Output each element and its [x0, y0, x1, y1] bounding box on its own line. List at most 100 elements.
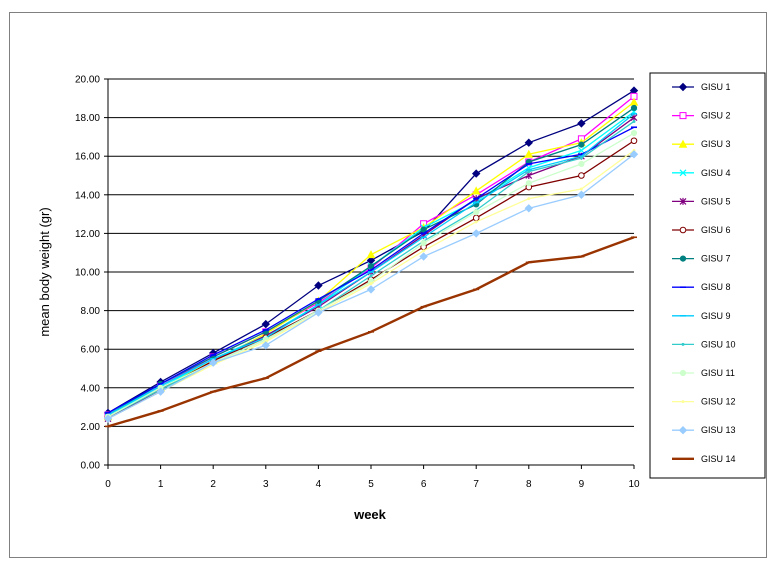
ticks-layer: 0.00 2.00 4.00 6.00 8.00 10.00 12.00 14.00 16.00…	[75, 75, 640, 491]
data-point	[630, 137, 638, 145]
data-point	[524, 149, 534, 158]
series-layer	[103, 86, 639, 428]
legend-marker	[679, 197, 687, 205]
data-point	[629, 150, 639, 159]
data-point	[473, 209, 480, 216]
legend-marker	[679, 369, 687, 377]
data-point	[579, 156, 583, 160]
legend-label: GISU 8	[701, 282, 731, 292]
legend-entry: GISU 8	[672, 282, 731, 292]
series-12	[106, 148, 636, 421]
data-point	[261, 319, 271, 329]
data-point	[422, 249, 426, 253]
data-point	[419, 252, 428, 261]
data-point	[579, 187, 583, 191]
y-tick-label: 0.00	[81, 461, 101, 472]
legend-label: GISU 5	[701, 196, 731, 206]
legend-entry: GISU 9	[672, 311, 731, 321]
legend-label: GISU 13	[701, 425, 736, 435]
legend-label: GISU 10	[701, 339, 736, 349]
series-13	[103, 150, 639, 423]
x-tick-label: 9	[579, 479, 585, 490]
legend-marker	[679, 169, 687, 177]
legend-entry: GISU 13	[672, 425, 736, 435]
legend-label: GISU 12	[701, 397, 736, 407]
x-tick-label: 3	[263, 479, 269, 490]
data-point	[314, 281, 323, 290]
data-point	[474, 220, 478, 224]
legend-marker	[681, 400, 685, 404]
legend-label: GISU 3	[701, 139, 731, 149]
data-point	[366, 250, 376, 259]
y-tick-label: 2.00	[81, 422, 101, 433]
legend-marker	[678, 425, 688, 435]
y-tick-label: 16.00	[75, 152, 100, 163]
data-point	[630, 104, 638, 112]
legend-box	[649, 72, 766, 479]
x-tick-label: 7	[473, 479, 479, 490]
data-point	[527, 170, 531, 174]
legend-marker	[678, 139, 688, 148]
data-point	[577, 119, 586, 128]
data-point	[420, 239, 427, 247]
data-point	[314, 308, 323, 317]
data-point	[630, 129, 638, 137]
x-tick-label: 6	[421, 479, 427, 490]
legend-marker	[679, 112, 687, 120]
legend-label: GISU 7	[701, 254, 731, 264]
legend-entry: GISU 1	[672, 82, 731, 92]
legend-entry: GISU 10	[672, 339, 736, 349]
data-point	[524, 204, 534, 213]
data-point	[524, 138, 534, 147]
data-point	[577, 146, 585, 154]
legend-entry: GISU 5	[672, 196, 731, 206]
legend-entry: GISU 7	[672, 254, 731, 264]
legend-label: GISU 1	[701, 82, 731, 92]
y-tick-label: 4.00	[81, 383, 101, 394]
y-tick-label: 10.00	[75, 268, 100, 279]
data-point	[367, 263, 375, 270]
y-tick-label: 20.00	[75, 75, 100, 86]
legend-entry: GISU 6	[672, 225, 731, 235]
legend-entry: GISU 3	[672, 139, 731, 149]
x-tick-label: 1	[158, 479, 164, 490]
x-tick-label: 10	[628, 479, 640, 490]
data-point	[103, 414, 113, 423]
chart-frame	[9, 12, 767, 558]
legend-label: GISU 11	[701, 368, 735, 378]
x-tick-label: 2	[210, 479, 216, 490]
data-point	[525, 180, 532, 187]
legend-entry: GISU 11	[672, 368, 735, 378]
data-point	[208, 358, 218, 367]
data-point	[472, 214, 480, 222]
legend-entry: GISU 14	[672, 454, 736, 464]
legend-entry: GISU 4	[672, 168, 731, 178]
legend-label: GISU 9	[701, 311, 731, 321]
axes-layer	[104, 78, 635, 469]
data-point	[261, 341, 271, 350]
data-point	[420, 226, 427, 233]
x-tick-label: 5	[368, 479, 374, 490]
x-tick-label: 4	[316, 479, 322, 490]
legend-marker	[679, 255, 687, 262]
data-point	[578, 141, 585, 148]
data-point	[471, 169, 481, 178]
data-point	[527, 197, 531, 201]
y-tick-label: 18.00	[75, 113, 100, 124]
data-point	[578, 160, 585, 168]
series-8	[105, 126, 637, 414]
data-point	[632, 119, 636, 123]
x-tick-label: 8	[526, 479, 532, 490]
series-14	[105, 236, 637, 428]
legend-marker	[678, 82, 688, 92]
x-axis-title: week	[353, 507, 387, 522]
legend-label: GISU 2	[701, 111, 731, 121]
x-tick-label: 0	[105, 479, 111, 490]
legend-label: GISU 4	[701, 168, 731, 178]
data-point	[471, 186, 481, 195]
legend-entry: GISU 2	[672, 111, 731, 121]
data-point	[577, 190, 586, 200]
y-tick-label: 8.00	[81, 306, 101, 317]
legend: GISU 1 GISU 2 GISU 3 GISU 4 GISU 5 GISU 6 GISU…	[649, 72, 766, 479]
